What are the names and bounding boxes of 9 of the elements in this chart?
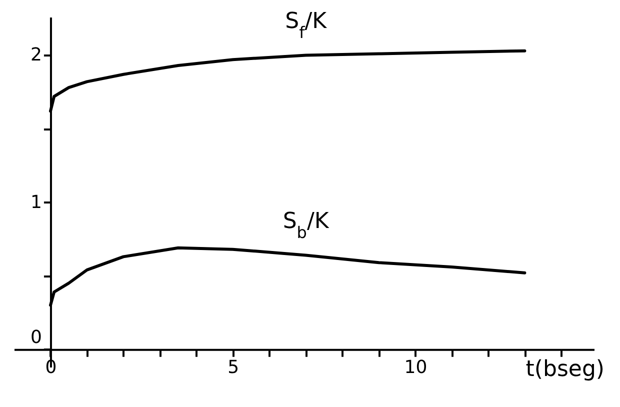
series-label: S$_{b}$/K [282,209,330,242]
x-tick-label: 10 [404,356,428,378]
y-tick-label: 0 [30,326,42,348]
x-axis-title: t(bseg) [526,356,604,382]
x-tick-label: 5 [228,356,240,378]
series-label: S$_{f}$/K [285,9,328,42]
y-tick-label: 2 [30,44,42,66]
x-tick-label: 0 [45,356,57,378]
y-tick-label: 1 [30,192,42,213]
